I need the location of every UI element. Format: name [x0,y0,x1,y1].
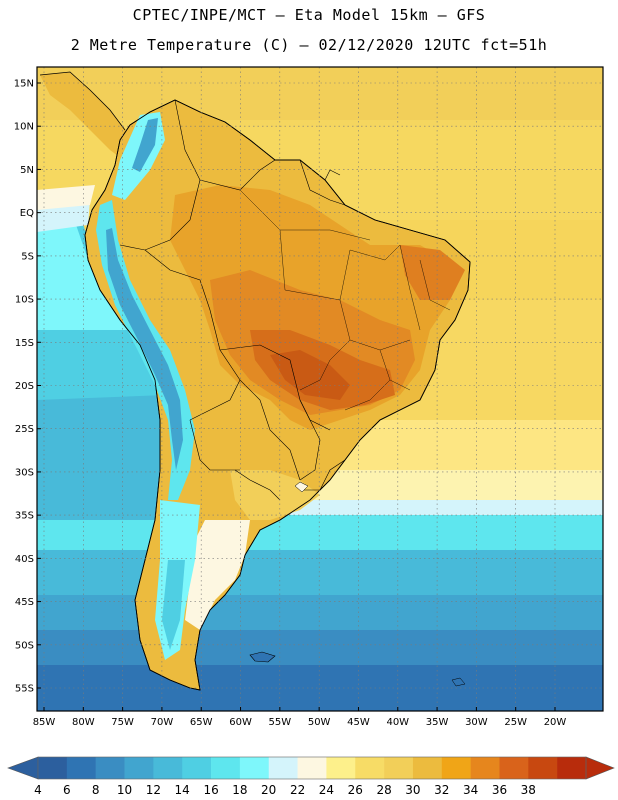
colorbar-swatch [470,757,500,779]
andes-north-cold [132,118,158,172]
lon-label: 55W [269,717,292,728]
lat-label: 35S [15,511,34,522]
southern-band-8 [37,630,603,670]
pacific-cool-22 [37,185,95,210]
colorbar-swatch [66,757,96,779]
lat-label: 10N [14,122,34,133]
header-title-variable: 2 Metre Temperature (C) – 02/12/2020 12U… [70,36,548,54]
pacific-cool-18 [37,222,130,330]
lon-label: 60W [229,717,252,728]
lon-label: 65W [190,717,213,728]
colorbar: 4 6 8 10 12 14 16 18 20 22 24 26 28 30 32 34 36 38 [7,756,615,797]
colorbar-label: 20 [261,783,276,797]
lat-label: 20S [15,381,34,392]
lat-lon-grid [37,67,603,711]
lagoon [294,481,309,493]
colorbar-left-arrow [7,756,39,780]
colorbar-swatch [153,757,183,779]
colorbar-label: 38 [521,783,536,797]
state-borders [239,189,451,411]
colorbar-swatch [557,757,587,779]
andes-south-cold [162,560,185,650]
lon-label: 45W [347,717,370,728]
colorbar-swatch [499,757,529,779]
lat-label: 55S [15,684,34,695]
ocean-north-band [37,67,603,127]
lon-label: 20W [544,717,567,728]
lat-label: 30S [15,467,34,478]
lat-label: 25S [15,424,34,435]
colorbar-outline [37,756,587,780]
colorbar-swatch [384,757,414,779]
colorbar-swatch [412,757,443,779]
colorbar-label: 10 [117,783,132,797]
colorbar-swatch [268,757,298,779]
lon-label: 35W [426,717,449,728]
lat-label: 45S [15,597,34,608]
temperature-field [37,67,603,711]
andes-coldest [106,228,183,470]
northeast-hot [400,245,465,300]
colorbar-label: 30 [405,783,420,797]
southern-band-12 [37,550,603,600]
lon-label: 70W [151,717,174,728]
lon-label: 75W [111,717,134,728]
central-america-land [40,72,140,165]
longitude-labels: 85W 80W 75W 70W 65W 60W 55W 50W 45W 40W 35W 30W 25W 2… [33,707,567,728]
central-america-coast [39,71,126,131]
colorbar-swatch [326,757,356,779]
colorbar-swatch [528,757,558,779]
lat-label: 40S [15,554,34,565]
lon-label: 85W [33,717,56,728]
colorbar-label: 28 [376,783,391,797]
lat-label: 5S [21,251,34,262]
colorbar-label: 8 [92,783,100,797]
colorbar-label: 18 [232,783,247,797]
latitude-labels: 15N 10N 5N EQ 5S 10S 15S 20S 25S 30S 35S 40S 45S 50S 5… [14,79,41,695]
lat-label: EQ [20,208,34,219]
colorbar-swatch [124,757,154,779]
lon-label: 80W [72,717,95,728]
colorbar-label: 16 [203,783,218,797]
colorbar-swatch [182,757,212,779]
header-title-model: CPTEC/INPE/MCT – Eta Model 15km – GFS [132,6,486,24]
lat-label: 10S [15,295,34,306]
interior-hottest-38 [270,350,350,400]
colorbar-label: 4 [34,783,42,797]
lon-label: 30W [465,717,488,728]
colorbar-label: 12 [146,783,161,797]
lon-label: 25W [504,717,527,728]
colorbar-right-arrow [585,756,615,780]
colorbar-swatch [239,757,270,779]
colorbar-swatch [297,757,327,779]
falkland-islands [249,651,276,663]
colorbar-label: 22 [290,783,305,797]
pacific-south-12 [37,395,170,520]
colorbar-label: 26 [348,783,363,797]
colorbar-swatch [95,757,125,779]
lat-label: 15N [14,79,34,90]
lat-label: 15S [15,338,34,349]
colorbar-swatch [355,757,385,779]
south-georgia [451,677,466,687]
lon-label: 50W [308,717,331,728]
colorbar-swatch [441,757,471,779]
colorbar-label: 14 [175,783,190,797]
colorbar-swatch [38,757,68,779]
colorbar-label: 34 [463,783,478,797]
country-borders [119,99,346,501]
colorbar-label: 6 [63,783,71,797]
southern-band-6 [37,665,603,711]
colorbar-label: 24 [319,783,334,797]
colorbar-label: 36 [492,783,507,797]
colorbar-swatch [211,757,241,779]
map-frame [36,66,604,712]
colorbar-label: 32 [434,783,449,797]
lat-label: 5N [20,165,34,176]
lat-label: 50S [15,640,34,651]
lon-label: 40W [386,717,409,728]
